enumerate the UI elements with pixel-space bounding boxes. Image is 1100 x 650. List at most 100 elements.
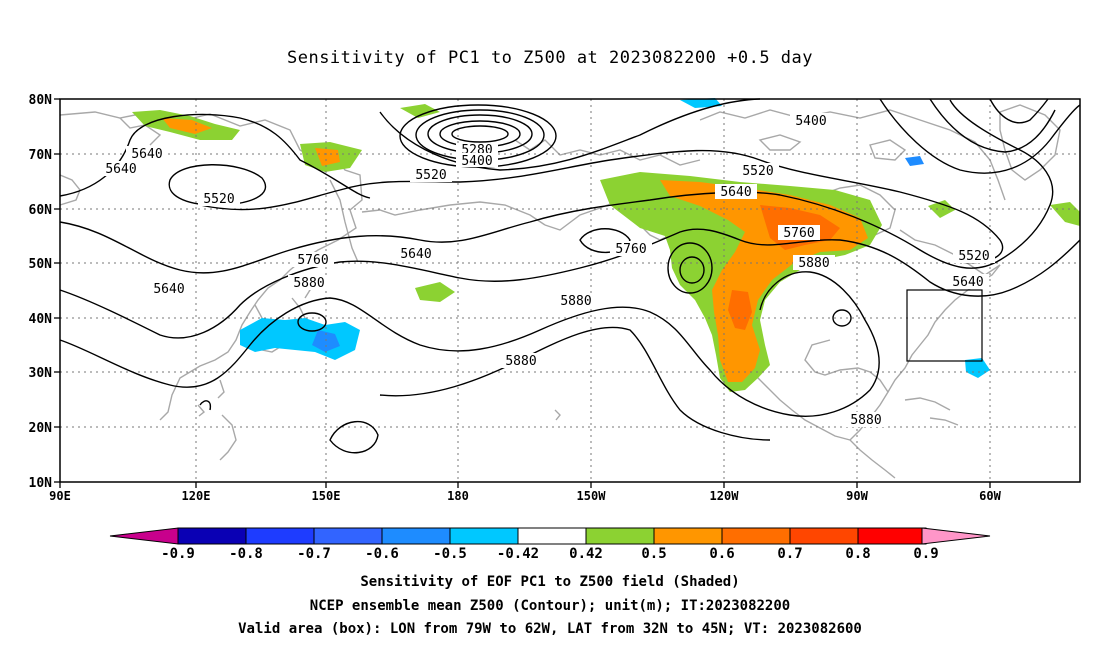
contour-label: 5400 <box>456 153 498 169</box>
lat-label: 60N <box>29 203 53 218</box>
lon-label: 60W <box>979 489 1001 503</box>
colorbar-low-arrow <box>109 527 179 545</box>
contour-label-text: 5640 <box>720 185 751 200</box>
colorbar-label: -0.5 <box>433 546 467 562</box>
contour-label-text: 5640 <box>131 147 162 162</box>
colorbar-cell <box>245 527 315 545</box>
map-panel: 5640 5640 5520 5280 5400 5520 5400 5520 … <box>29 93 1081 503</box>
colorbar-high-arrow <box>921 527 991 545</box>
contour-label-text: 5760 <box>615 242 646 257</box>
contour-label-text: 5880 <box>560 294 591 309</box>
positive-sensitivity-chukotka-core <box>315 148 340 166</box>
caption-line-1: Sensitivity of EOF PC1 to Z500 field (Sh… <box>360 574 740 590</box>
lat-label: 80N <box>29 93 53 108</box>
contour-label-text: 5520 <box>415 168 446 183</box>
contour-label: 5880 <box>793 255 835 271</box>
colorbar-label: 0.42 <box>569 546 603 562</box>
lon-label: 180 <box>447 489 469 503</box>
colorbar-label: -0.9 <box>161 546 195 562</box>
map-title: Sensitivity of PC1 to Z500 at 2023082200… <box>286 48 813 68</box>
contour-label-text: 5880 <box>798 256 829 271</box>
lat-label: 50N <box>29 257 53 272</box>
contour-label: 5880 <box>288 275 330 291</box>
contour-label-text: 5520 <box>742 164 773 179</box>
contour-label: 5400 <box>790 113 832 129</box>
contour-label-text: 5400 <box>795 114 826 129</box>
colorbar-cell <box>789 527 859 545</box>
contour-label: 5640 <box>148 281 190 297</box>
contour-label: 5520 <box>737 163 779 179</box>
contour-label-text: 5640 <box>400 247 431 262</box>
lat-label: 30N <box>29 366 53 381</box>
lat-label: 70N <box>29 148 53 163</box>
positive-sensitivity-pacific <box>415 282 455 302</box>
contour-label-text: 5640 <box>153 282 184 297</box>
lon-label: 120W <box>710 489 740 503</box>
colorbar-cell <box>857 527 927 545</box>
valid-area-box <box>906 289 983 362</box>
caption-line-2: NCEP ensemble mean Z500 (Contour); unit(… <box>309 598 791 614</box>
map-frame <box>59 98 1081 483</box>
colorbar-labels: -0.9 -0.8 -0.7 -0.6 -0.5 -0.42 0.42 0.5 … <box>161 546 939 562</box>
contour-label: 5640 <box>395 246 437 262</box>
positive-sensitivity-siberia-core <box>162 118 212 134</box>
contour-label: 5760 <box>778 225 820 241</box>
colorbar-cell <box>449 527 519 545</box>
lon-label: 150E <box>312 489 341 503</box>
lon-label: 90W <box>846 489 868 503</box>
lon-label: 150W <box>577 489 607 503</box>
positive-sensitivity-greenland-2 <box>928 200 955 218</box>
contour-label-text: 5640 <box>952 275 983 290</box>
contour-label: 5880 <box>555 293 597 309</box>
contour-label: 5760 <box>610 241 652 257</box>
contour-label: 5640 <box>100 161 142 177</box>
lat-label: 40N <box>29 312 53 327</box>
contour-label-text: 5880 <box>293 276 324 291</box>
colorbar-cell <box>177 527 247 545</box>
contour-label-text: 5520 <box>203 192 234 207</box>
contour-label-text: 5760 <box>783 226 814 241</box>
colorbar-cell <box>517 527 587 545</box>
colorbar-cells <box>177 527 927 545</box>
contour-label: 5880 <box>500 353 542 369</box>
colorbar-label: 0.7 <box>777 546 802 562</box>
positive-sensitivity-peak-2 <box>728 290 752 330</box>
negative-sensitivity-atlantic <box>965 358 990 378</box>
contour-label: 5760 <box>292 252 334 268</box>
contour-label: 5640 <box>715 184 757 200</box>
axis-ticks <box>54 98 991 488</box>
contour-label: 5640 <box>947 274 989 290</box>
colorbar-cell <box>313 527 383 545</box>
contour-label: 5520 <box>410 167 452 183</box>
colorbar-label: -0.7 <box>297 546 331 562</box>
contour-labels: 5640 5640 5520 5280 5400 5520 5400 5520 … <box>100 113 995 428</box>
contour-label-text: 5520 <box>958 249 989 264</box>
negative-sensitivity-canada <box>905 156 924 166</box>
caption-line-3: Valid area (box): LON from 79W to 62W, L… <box>238 621 862 637</box>
colorbar-label: 0.5 <box>641 546 666 562</box>
lat-label: 10N <box>29 476 53 491</box>
longitude-labels: 90E 120E 150E 180 150W 120W 90W 60W <box>49 489 1001 503</box>
contour-label: 5520 <box>953 248 995 264</box>
contour-label-text: 5880 <box>505 354 536 369</box>
colorbar-cell <box>721 527 791 545</box>
contour-label-text: 5880 <box>850 413 881 428</box>
positive-sensitivity-arctic <box>400 104 440 118</box>
colorbar-cell <box>653 527 723 545</box>
colorbar-cell <box>585 527 655 545</box>
colorbar-label: -0.8 <box>229 546 263 562</box>
colorbar: -0.9 -0.8 -0.7 -0.6 -0.5 -0.42 0.42 0.5 … <box>109 527 991 562</box>
colorbar-label: -0.42 <box>497 546 539 562</box>
negative-sensitivity-arctic <box>680 98 722 108</box>
contour-label-text: 5400 <box>461 154 492 169</box>
latitude-labels: 80N 70N 60N 50N 40N 30N 20N 10N <box>29 93 53 491</box>
lon-label: 90E <box>49 489 71 503</box>
lat-label: 20N <box>29 421 53 436</box>
contour-label-text: 5640 <box>105 162 136 177</box>
lon-label: 120E <box>182 489 211 503</box>
colorbar-label: -0.6 <box>365 546 399 562</box>
contour-label: 5520 <box>198 191 240 207</box>
colorbar-label: 0.6 <box>709 546 734 562</box>
colorbar-cell <box>381 527 451 545</box>
colorbar-label: 0.8 <box>845 546 870 562</box>
